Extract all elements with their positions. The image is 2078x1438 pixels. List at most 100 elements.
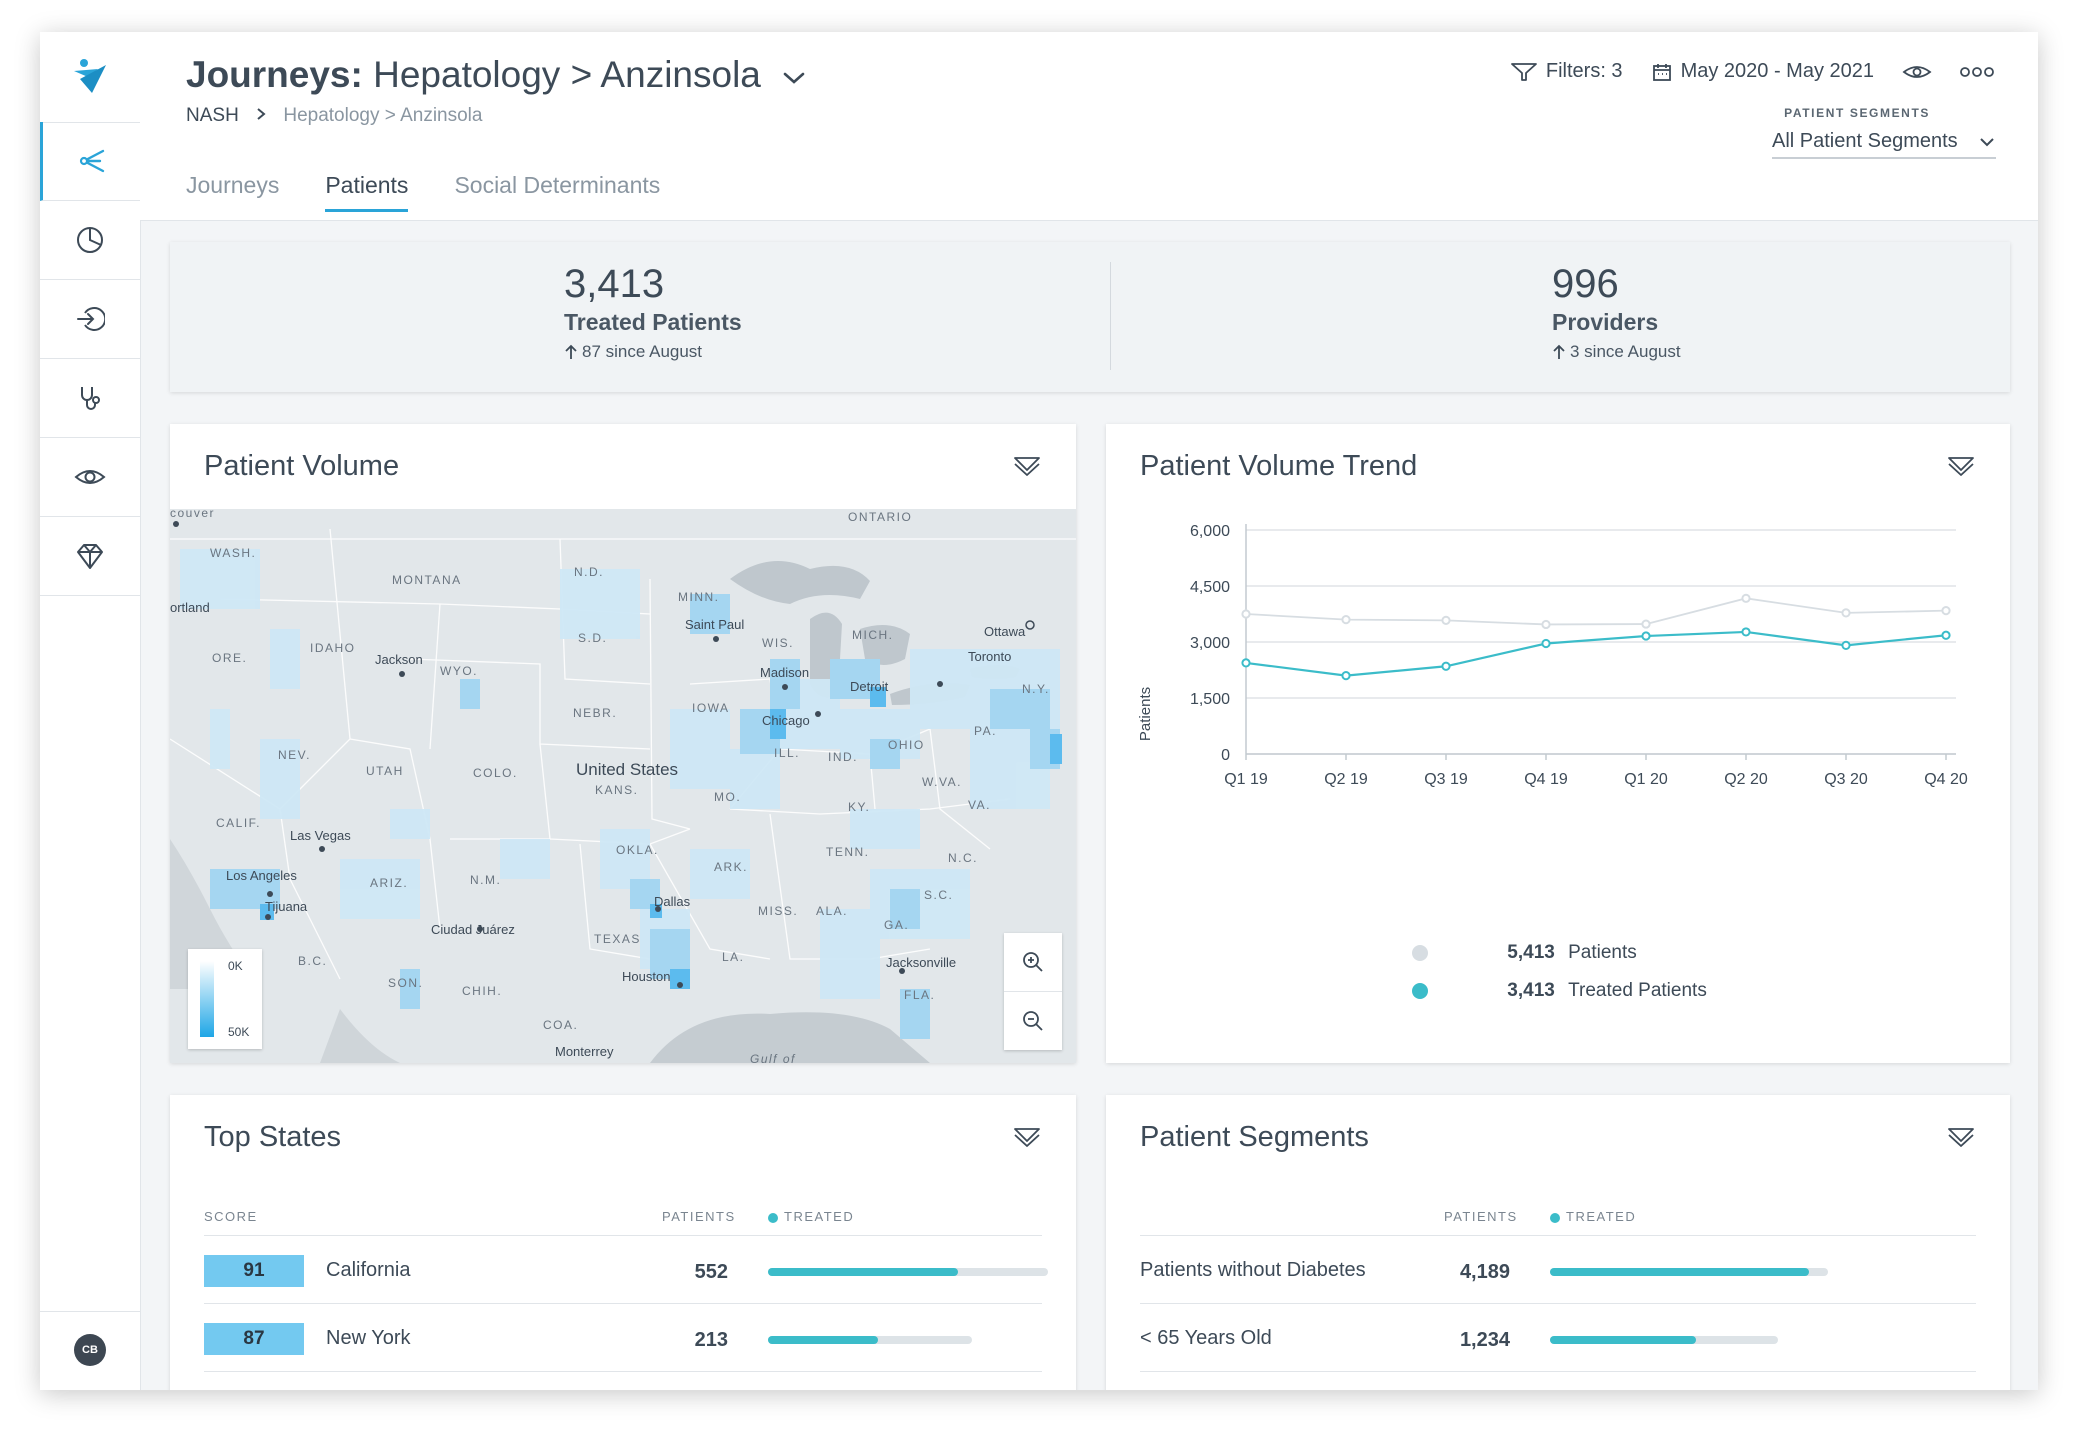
data-point[interactable] <box>1241 609 1251 619</box>
data-point[interactable] <box>1341 615 1351 625</box>
y-tick-label: 4,500 <box>1190 579 1230 596</box>
column-header-patients[interactable]: PATIENTS <box>1444 1209 1518 1224</box>
breadcrumb: NASH Hepatology > Anzinsola <box>186 105 482 127</box>
map-label: ORE. <box>212 651 247 665</box>
map-label: ortland <box>170 600 210 615</box>
sidebar-item-premium[interactable] <box>40 517 140 596</box>
data-point[interactable] <box>1741 593 1751 603</box>
sidebar-item-entry[interactable] <box>40 280 140 359</box>
data-point[interactable] <box>1541 619 1551 630</box>
data-point[interactable] <box>1941 630 1951 640</box>
map-label: UTAH <box>366 764 404 778</box>
eye-icon[interactable] <box>1902 61 1932 83</box>
trend-line-chart[interactable]: 0 1,500 3,000 4,500 6,000 Q1 19 Q2 19 Q3 19 Q4 1… <box>1106 514 2010 974</box>
treated-patients-stat: 3,413 Treated Patients 87 since August <box>564 262 742 362</box>
card-filter-icon[interactable] <box>1012 1125 1042 1149</box>
data-point[interactable] <box>1441 661 1451 671</box>
patients-count: 1,234 <box>1459 1329 1510 1351</box>
table-row[interactable]: < 65 Years Old 1,234 <box>1140 1303 1976 1371</box>
data-point[interactable] <box>1641 631 1651 641</box>
column-header-treated-label: TREATED <box>784 1209 855 1224</box>
map-label: N.C. <box>948 851 978 865</box>
column-header-patients[interactable]: PATIENTS <box>662 1209 736 1224</box>
page-title-prefix: Journeys: <box>186 54 363 95</box>
legend-item-patients[interactable]: 5,413 Patients <box>1412 942 1637 964</box>
x-tick-label: Q1 19 <box>1224 771 1268 788</box>
data-point[interactable] <box>1941 606 1951 616</box>
tab-journeys[interactable]: Journeys <box>186 172 280 198</box>
calendar-icon <box>1652 63 1671 81</box>
zoom-out-button[interactable] <box>1004 991 1062 1050</box>
y-tick-label: 6,000 <box>1190 523 1230 540</box>
data-point[interactable] <box>1841 640 1851 650</box>
map-label: OKLA. <box>616 843 659 857</box>
tab-patients[interactable]: Patients <box>325 172 409 212</box>
breadcrumb-root[interactable]: NASH <box>186 105 239 126</box>
chevron-down-icon[interactable] <box>781 69 807 87</box>
eye-icon <box>74 470 106 484</box>
tab-social-determinants[interactable]: Social Determinants <box>454 172 661 198</box>
data-point[interactable] <box>1741 627 1751 637</box>
sidebar-item-analytics[interactable] <box>40 201 140 280</box>
filters-label: Filters: 3 <box>1545 60 1623 82</box>
table-row[interactable]: 91 California 552 <box>204 1235 1048 1303</box>
data-point[interactable] <box>1841 608 1851 618</box>
map-label: S.D. <box>578 631 607 645</box>
zoom-in-button[interactable] <box>1004 933 1062 991</box>
map-label: N.Y. <box>1022 682 1050 696</box>
sidebar-item-watch[interactable] <box>40 438 140 517</box>
card-filter-icon[interactable] <box>1946 454 1976 478</box>
avatar[interactable]: CB <box>74 1334 106 1366</box>
data-point[interactable] <box>1441 615 1451 625</box>
patient-volume-trend-card: Patient Volume Trend 0 1,500 3,000 4,500 6,0… <box>1106 424 2010 1063</box>
summary-stats-card: 3,413 Treated Patients 87 since August 9… <box>170 242 2010 392</box>
map-label: ARIZ. <box>370 876 408 890</box>
date-range-label: May 2020 - May 2021 <box>1680 60 1874 82</box>
stat-label: Providers <box>1552 309 1659 335</box>
page-title[interactable]: Journeys: Hepatology > Anzinsola <box>186 54 807 96</box>
arrow-up-icon <box>1553 344 1565 359</box>
map-label: Los Angeles <box>226 868 297 883</box>
sidebar-item-clinical[interactable] <box>40 359 140 438</box>
data-point[interactable] <box>1241 658 1251 668</box>
stat-value: 3,413 <box>564 262 665 306</box>
table-row[interactable]: Patients without Diabetes 4,189 <box>1140 1235 1976 1303</box>
brand-logo[interactable] <box>40 32 140 123</box>
sidebar-divider <box>40 1311 140 1312</box>
legend-value: 5,413 <box>1507 942 1555 963</box>
map-label: TEXAS <box>594 932 641 946</box>
column-header-treated[interactable]: TREATED <box>1550 1209 1636 1224</box>
journey-branch-icon <box>79 149 105 173</box>
treated-dot <box>768 1212 778 1223</box>
patient-segments-select[interactable]: All Patient Segments <box>1772 130 1996 159</box>
card-title: Patient Volume <box>204 450 400 482</box>
zoom-in-icon <box>1023 952 1043 972</box>
y-tick-label: 0 <box>1221 747 1230 764</box>
card-filter-icon[interactable] <box>1012 454 1042 478</box>
legend-item-treated-patients[interactable]: 3,413 Treated Patients <box>1412 980 1707 1002</box>
data-point[interactable] <box>1641 619 1651 629</box>
card-filter-icon[interactable] <box>1946 1125 1976 1149</box>
more-options-icon[interactable] <box>1960 65 1994 79</box>
map-label: CHIH. <box>462 984 502 998</box>
data-point[interactable] <box>1541 638 1551 649</box>
filters-button[interactable]: Filters: 3 <box>1510 60 1623 83</box>
map-legend-max: 50K <box>228 1025 250 1039</box>
brand-logo-icon <box>74 59 106 93</box>
data-point[interactable] <box>1341 671 1351 681</box>
treated-bar <box>768 1268 1048 1276</box>
sidebar-item-journeys[interactable] <box>40 122 143 201</box>
us-map[interactable]: couver WASH. MONTANA ONTARIO N.D. MINN. … <box>170 509 1076 1063</box>
row-divider <box>204 1303 1042 1304</box>
table-row[interactable]: 87 New York 213 <box>204 1303 1042 1371</box>
column-header-treated[interactable]: TREATED <box>768 1209 854 1224</box>
map-label: IND. <box>828 750 858 764</box>
x-tick-label: Q2 19 <box>1324 771 1368 788</box>
date-range-button[interactable]: May 2020 - May 2021 <box>1651 60 1874 83</box>
map-label: Ciudad Juárez <box>431 922 515 937</box>
map-label: Madison <box>760 665 809 680</box>
treated-dot <box>1550 1212 1560 1223</box>
patient-volume-card: Patient Volume <box>170 424 1076 1063</box>
column-header-score[interactable]: SCORE <box>204 1209 258 1224</box>
patients-count: 4,189 <box>1459 1261 1510 1283</box>
